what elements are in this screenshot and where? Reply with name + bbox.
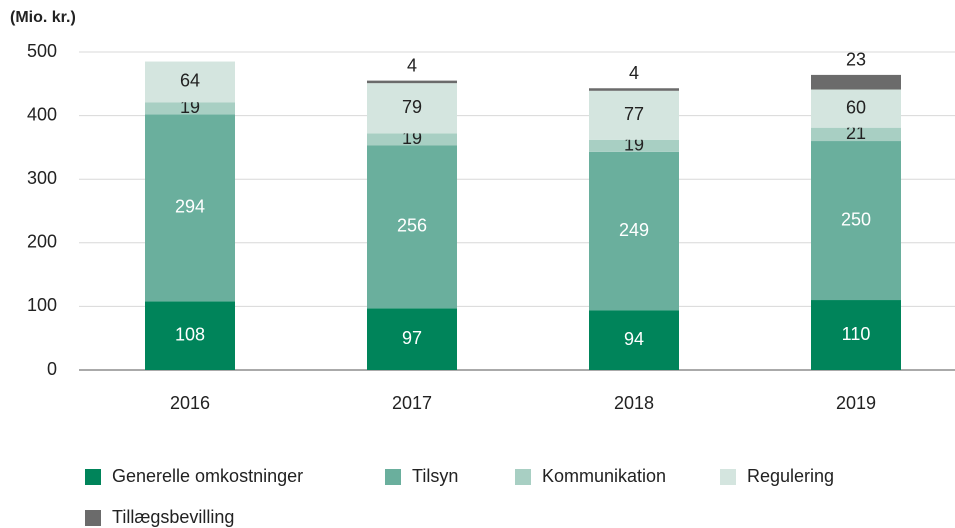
data-label: 108 bbox=[175, 324, 205, 344]
y-axis-label: (Mio. kr.) bbox=[10, 9, 76, 26]
data-label: 23 bbox=[846, 50, 866, 70]
legend-label: Generelle omkostninger bbox=[112, 466, 303, 486]
y-tick-label: 200 bbox=[27, 232, 57, 252]
bar-segment bbox=[367, 133, 457, 146]
data-label: 94 bbox=[624, 329, 644, 349]
data-label: 250 bbox=[841, 209, 871, 229]
x-tick-label: 2018 bbox=[614, 393, 654, 413]
x-tick-label: 2019 bbox=[836, 393, 876, 413]
bar-segment bbox=[367, 83, 457, 134]
y-tick-label: 0 bbox=[47, 359, 57, 379]
legend-label: Kommunikation bbox=[542, 466, 666, 486]
legend-label: Tillægsbevilling bbox=[112, 507, 234, 527]
bar-segment bbox=[145, 61, 235, 103]
legend-label: Tilsyn bbox=[412, 466, 458, 486]
legend-swatch bbox=[720, 469, 736, 485]
bar-segment bbox=[589, 90, 679, 140]
bar-segment bbox=[811, 74, 901, 90]
data-label: 256 bbox=[397, 216, 427, 236]
bar-segment bbox=[589, 151, 679, 311]
x-tick-label: 2017 bbox=[392, 393, 432, 413]
data-label: 97 bbox=[402, 328, 422, 348]
bar-segment bbox=[145, 114, 235, 302]
data-label: 4 bbox=[407, 55, 417, 75]
data-label: 60 bbox=[846, 97, 866, 117]
y-tick-label: 500 bbox=[27, 41, 57, 61]
bar-segment bbox=[145, 301, 235, 370]
y-tick-label: 100 bbox=[27, 295, 57, 315]
bar-segment bbox=[811, 300, 901, 370]
bar-segment bbox=[811, 127, 901, 142]
data-label: 4 bbox=[629, 63, 639, 83]
data-label: 110 bbox=[842, 324, 871, 344]
bar-segment bbox=[367, 145, 457, 309]
data-label: 21 bbox=[846, 123, 866, 143]
legend-swatch bbox=[85, 510, 101, 526]
data-label: 294 bbox=[175, 197, 205, 217]
data-label: 64 bbox=[180, 71, 200, 91]
legend-swatch bbox=[515, 469, 531, 485]
bar-segment bbox=[589, 139, 679, 152]
bar-segment bbox=[367, 308, 457, 370]
data-label: 79 bbox=[402, 97, 422, 117]
y-tick-label: 400 bbox=[27, 104, 57, 124]
bar-segment bbox=[811, 141, 901, 301]
bar-segment bbox=[589, 88, 679, 91]
bar-segment bbox=[589, 310, 679, 370]
legend-swatch bbox=[85, 469, 101, 485]
y-tick-label: 300 bbox=[27, 168, 57, 188]
legend-label: Regulering bbox=[747, 466, 834, 486]
legend-swatch bbox=[385, 469, 401, 485]
bar-segment bbox=[811, 89, 901, 128]
x-tick-label: 2016 bbox=[170, 393, 210, 413]
data-label: 77 bbox=[624, 104, 644, 124]
bar-segment bbox=[145, 102, 235, 115]
data-label: 249 bbox=[619, 220, 649, 240]
bar-segment bbox=[367, 80, 457, 84]
